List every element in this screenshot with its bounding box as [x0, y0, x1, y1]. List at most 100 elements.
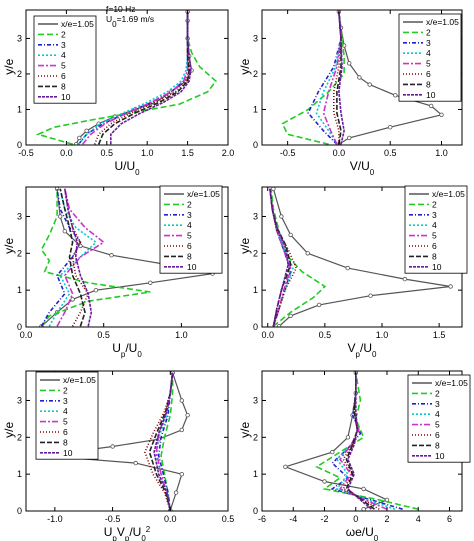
legend-label: 2	[187, 199, 192, 209]
legend-label: 6	[432, 241, 437, 251]
x-tick-label: -0.5	[105, 514, 121, 524]
y-tick-label: 3	[17, 211, 22, 221]
legend-label: 5	[187, 231, 192, 241]
x-tick-label: 0.5	[101, 148, 114, 158]
series-point-4	[133, 460, 138, 466]
series-point-7	[345, 265, 350, 271]
y-tick-label: 3	[253, 395, 258, 405]
legend-box	[407, 374, 471, 463]
legend-label: 8	[187, 251, 192, 261]
series-group	[281, 10, 444, 145]
legend-label: 4	[432, 220, 437, 230]
legend-label: 8	[61, 81, 66, 91]
legend-label: 8	[63, 437, 68, 447]
x-tick-label: -0.5	[280, 148, 296, 158]
y-axis-label: y/e	[238, 58, 252, 74]
series-point-5	[283, 464, 288, 469]
series-line-4	[335, 372, 396, 510]
x-axis-label: Up/U0	[112, 341, 142, 359]
series-point-3	[361, 486, 366, 492]
x-tick-label: -0.5	[18, 148, 34, 158]
legend-label: 4	[426, 48, 431, 58]
x-tick-label: 0.5	[97, 330, 110, 340]
series-point-8	[357, 75, 362, 80]
series-line-3	[330, 372, 403, 510]
x-tick-label: 0.5	[222, 514, 235, 524]
series-line-2	[270, 188, 327, 327]
series-point-9	[288, 232, 293, 238]
legend-label: 2	[435, 388, 440, 398]
plot-frame	[261, 9, 463, 146]
y-tick-label: 0	[253, 322, 258, 332]
series-point-3	[70, 297, 75, 302]
series-point-1	[361, 507, 366, 511]
x-tick-label: 0.5	[319, 330, 332, 340]
series-line-8	[110, 11, 192, 145]
x-tick-label: 1.0	[141, 148, 154, 158]
legend-label: 3	[63, 396, 68, 406]
y-tick-label: 1	[17, 469, 22, 479]
series-line-3	[40, 188, 82, 327]
x-tick-label: 1.0	[435, 148, 448, 158]
legend-label: 2	[426, 27, 431, 37]
legend-label: 6	[61, 71, 66, 81]
y-tick-label: 1	[17, 104, 22, 114]
legend-label: 5	[435, 420, 440, 430]
legend-label: 3	[61, 40, 66, 50]
x-axis-label: V/U0	[350, 159, 375, 177]
x-tick-label: 6	[447, 514, 452, 524]
y-tick-label: 1	[17, 285, 22, 295]
series-point-2	[173, 490, 179, 495]
plot-frame	[25, 186, 229, 328]
series-line-8	[64, 188, 93, 327]
series-point-8	[109, 252, 114, 258]
series-line-2	[40, 188, 151, 327]
legend-label: x/e=1.05	[63, 375, 96, 385]
series-point-3	[84, 128, 89, 133]
series-point-6	[330, 449, 335, 455]
legend-label: x/e=1.05	[426, 17, 459, 27]
series-line-8	[153, 372, 174, 511]
series-line-3	[157, 372, 174, 511]
legend-label: 10	[435, 451, 445, 461]
legend-label: 6	[187, 241, 192, 251]
legend-label: 4	[187, 220, 192, 230]
series-point-7	[345, 435, 351, 440]
legend-box	[35, 371, 99, 460]
series-line-6	[144, 372, 174, 511]
series-point-6	[110, 444, 115, 449]
series-point-4	[439, 112, 444, 117]
legend-label: x/e=1.05	[435, 378, 468, 388]
legend-label: 3	[187, 210, 192, 220]
series-point-9	[185, 413, 190, 418]
y-tick-label: 1	[253, 285, 258, 295]
series-line-8	[338, 11, 345, 145]
legend-label: 6	[426, 69, 431, 79]
chart-panel-5: -1.0 -0.5 0.0 0.50123UpVp/U02y/ex/e=1.05234…	[2, 370, 235, 541]
legend-label: 3	[426, 38, 431, 48]
series-point-11	[58, 214, 63, 219]
series-point-3	[179, 472, 184, 477]
legend-label: 6	[63, 427, 68, 437]
x-axis-label: Vp/U0	[348, 341, 377, 359]
y-tick-label: 2	[17, 69, 22, 79]
x-tick-label: 0.0	[261, 330, 274, 340]
series-line-7	[59, 188, 86, 327]
series-line-8	[346, 372, 372, 510]
series-line-1	[338, 11, 443, 145]
legend-label: 5	[63, 417, 68, 427]
legend-label: 8	[426, 79, 431, 89]
x-tick-label: 0.0	[164, 514, 177, 524]
legend-label: 2	[432, 199, 437, 209]
series-line-6	[342, 372, 380, 510]
y-tick-label: 0	[17, 140, 22, 150]
series-point-5	[148, 280, 153, 285]
legend-label: 10	[426, 90, 436, 100]
x-axis-label: UpVp/U02	[104, 525, 151, 541]
x-tick-label: 2	[384, 514, 389, 524]
series-point-10	[62, 228, 68, 234]
